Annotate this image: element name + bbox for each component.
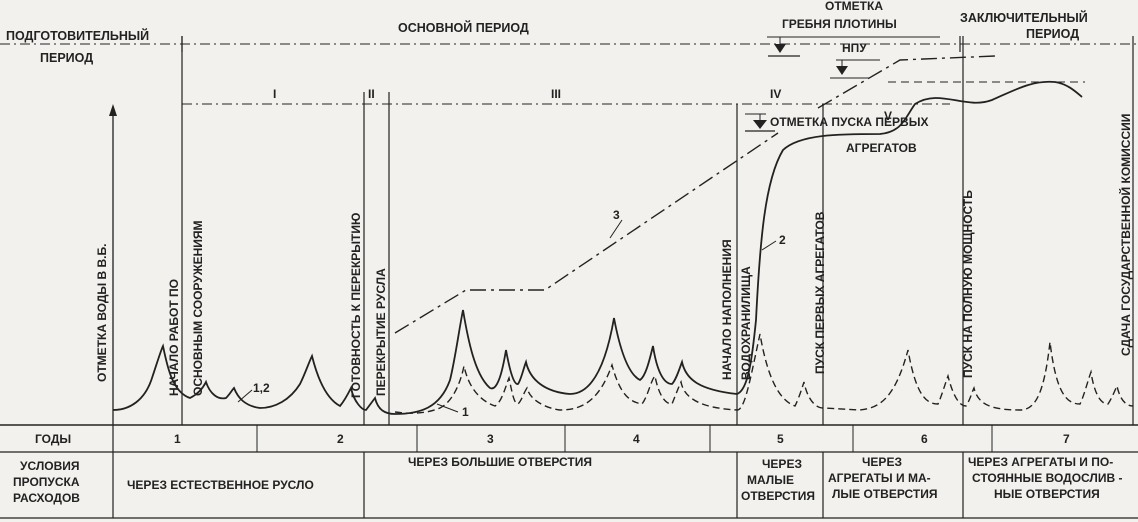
curve-3-dash-dot [394, 55, 996, 334]
year-2: 2 [337, 432, 344, 446]
prep-period-line1: ПОДГОТОВИТЕЛЬНЫЙ [6, 28, 149, 43]
filling-start-line2: ВОДОХРАНИЛИЩА [739, 266, 753, 380]
years-header: ГОДЫ [35, 432, 71, 446]
final-period-line2: ПЕРИОД [1026, 27, 1079, 41]
year-6: 6 [921, 432, 928, 446]
cond-units-small-line1: ЧЕРЕЗ [862, 455, 902, 469]
stage-label-4: IV [770, 87, 781, 101]
start-main-line2: ОСНОВНЫМ СООРУЖЕНИЯМ [191, 220, 205, 396]
cond-small-line1: ЧЕРЕЗ [762, 457, 802, 471]
cond-units-spillway-line3: НЫЕ ОТВЕРСТИЯ [994, 487, 1100, 501]
stage-label-2: II [368, 87, 375, 101]
year-1: 1 [174, 432, 181, 446]
year-7: 7 [1063, 432, 1070, 446]
cond-units-spillway-line2: СТОЯННЫЕ ВОДОСЛИВ - [972, 471, 1122, 485]
y-axis-label: ОТМЕТКА ВОДЫ В В.Б. [95, 244, 109, 382]
cond-units-spillway-line1: ЧЕРЕЗ АГРЕГАТЫ И ПО- [968, 455, 1113, 469]
year-4: 4 [633, 432, 640, 446]
conditions-header-line1: УСЛОВИЯ [20, 459, 80, 473]
crest-label-line2: ГРЕБНЯ ПЛОТИНЫ [782, 17, 897, 31]
full-power-label: ПУСК НА ПОЛНУЮ МОЩНОСТЬ [961, 190, 975, 378]
cond-small-line2: МАЛЫЕ [747, 473, 794, 487]
filling-start-line1: НАЧАЛО НАПОЛНЕНИЯ [720, 239, 734, 380]
first-units-level-line2: АГРЕГАТОВ [846, 141, 917, 155]
cond-small-line3: ОТВЕРСТИЯ [741, 489, 815, 503]
ready-closure-label: ГОТОВНОСТЬ К ПЕРЕКРЫТИЮ [349, 213, 363, 398]
first-units-level-mark [745, 113, 775, 132]
year-5: 5 [777, 432, 784, 446]
cond-natural-channel: ЧЕРЕЗ ЕСТЕСТВЕННОЕ РУСЛО [127, 478, 314, 492]
main-period-label: ОСНОВНОЙ ПЕРИОД [398, 20, 529, 35]
curve-2-leader [761, 240, 777, 251]
year-3: 3 [487, 432, 494, 446]
cond-large-openings: ЧЕРЕЗ БОЛЬШИЕ ОТВЕРСТИЯ [408, 455, 592, 469]
curve-12-label: 1,2 [253, 381, 270, 395]
npu-level-mark [830, 59, 1085, 83]
final-period-line1: ЗАКЛЮЧИТЕЛЬНЫЙ [960, 10, 1088, 25]
crest-label-line1: ОТМЕТКА [825, 0, 883, 13]
conditions-header-line2: ПРОПУСКА [13, 475, 80, 489]
curve-1-label: 1 [462, 405, 469, 419]
event-lines [181, 36, 1134, 425]
curve-2-solid [112, 80, 1083, 415]
curve-3-label: 3 [613, 208, 620, 222]
schedule-table-grid [0, 424, 1138, 519]
curve-3-leader [609, 219, 623, 239]
y-axis [109, 104, 117, 425]
curve-2-label: 2 [779, 233, 786, 247]
start-main-line1: НАЧАЛО РАБОТ ПО [167, 279, 181, 396]
stage-label-5: V [884, 109, 892, 123]
curve-1-leader [436, 403, 459, 413]
cond-units-small-line2: АГРЕГАТЫ И МА- [828, 471, 931, 485]
curve-1-dashed [394, 333, 1134, 414]
stage-label-3: III [551, 87, 561, 101]
cond-units-small-line3: ЛЫЕ ОТВЕРСТИЯ [832, 487, 938, 501]
conditions-header-line3: РАСХОДОВ [13, 491, 80, 505]
npu-label: НПУ [842, 41, 867, 55]
crest-level-mark [767, 36, 940, 57]
first-units-level-line1: ОТМЕТКА ПУСКА ПЕРВЫХ [770, 115, 928, 129]
closure-label: ПЕРЕКРЫТИЕ РУСЛА [374, 268, 388, 396]
prep-period-line2: ПЕРИОД [40, 51, 93, 65]
stage-label-1: I [273, 87, 276, 101]
period-divider-line [0, 36, 1136, 52]
commission-label: СДАЧА ГОСУДАРСТВЕННОЙ КОМИССИИ [1118, 114, 1133, 356]
curve-12-leader [237, 389, 253, 403]
first-units-event: ПУСК ПЕРВЫХ АГРЕГАТОВ [813, 211, 827, 374]
